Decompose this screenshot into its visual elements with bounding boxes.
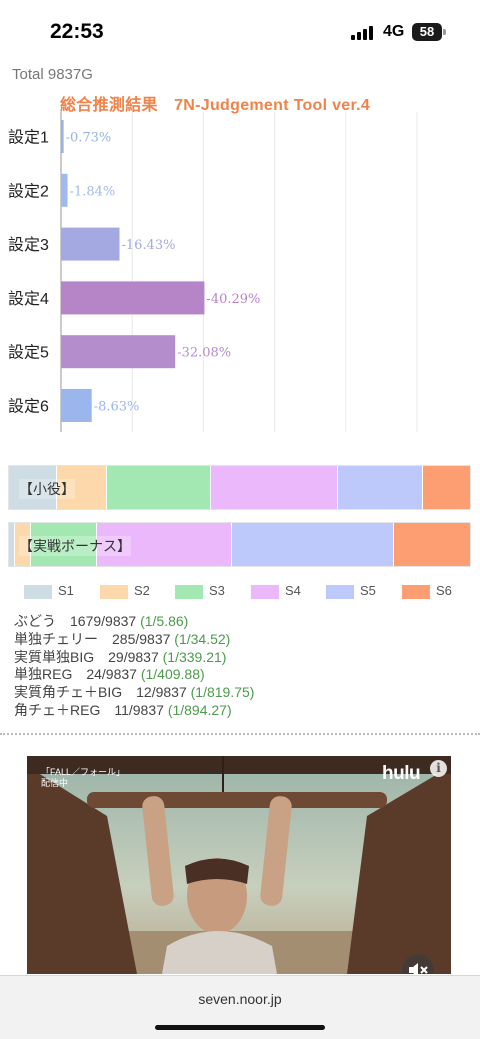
stack-segment-s2 — [56, 466, 106, 509]
legend-label: S4 — [285, 583, 301, 598]
stack-segment-s6 — [392, 523, 470, 566]
legend-label: S5 — [360, 583, 376, 598]
url-bar[interactable]: seven.noor.jp — [198, 991, 282, 1007]
stat-ratio: (1/894.27) — [167, 701, 232, 718]
browser-bottom-bar: seven.noor.jp — [0, 975, 480, 1039]
stat-ratio: (1/34.52) — [174, 630, 231, 647]
legend: S1 S2 S3 S4 S5 S6 — [24, 583, 464, 601]
stat-count: 24/9837 — [86, 666, 137, 683]
battery-icon: 58 — [412, 23, 446, 41]
status-time: 22:53 — [50, 20, 104, 43]
stack-segment-s4 — [96, 523, 231, 566]
stat-ratio: (1/5.86) — [140, 613, 189, 629]
chart-title: 総合推測結果 7N-Judgement Tool ver.4 — [60, 97, 371, 114]
stacked-bar-koyaku: 【小役】 — [8, 465, 471, 510]
bar-value-label: -0.73% — [66, 131, 112, 146]
ad-caption-title: 「FALL／フォール」 — [41, 767, 126, 777]
bar-value-label: -1.84% — [70, 184, 116, 199]
status-bar: 22:53 4G 58 — [0, 0, 480, 62]
stat-count: 285/9837 — [112, 630, 171, 647]
home-indicator[interactable] — [155, 1025, 325, 1030]
stat-name: 単独チェリー — [14, 630, 98, 647]
legend-swatch — [326, 585, 354, 599]
hulu-logo: hulu — [382, 763, 421, 784]
bar-6 — [61, 389, 92, 422]
ad-caption: 「FALL／フォール」 配信中 — [41, 767, 125, 789]
category-label: 設定4 — [8, 290, 49, 308]
flag-count-stats: ぶどう 1679/9837 (1/5.86) 単独チェリー 285/9837 (… — [14, 613, 474, 720]
stack-segment-s1 — [9, 523, 15, 566]
bar-1 — [61, 120, 64, 153]
bar-value-label: -40.29% — [206, 292, 260, 307]
category-label: 設定3 — [8, 236, 49, 254]
stat-row: 単独REG 24/9837 (1/409.88) — [14, 666, 474, 684]
stat-row: ぶどう 1679/9837 (1/5.86) — [14, 613, 474, 631]
stack-segment-s5 — [336, 466, 422, 509]
stat-row: 単独チェリー 285/9837 (1/34.52) — [14, 631, 474, 649]
legend-swatch — [175, 585, 203, 599]
stat-ratio: (1/339.21) — [162, 648, 227, 665]
category-label: 設定5 — [8, 344, 49, 362]
stat-ratio: (1/409.88) — [140, 666, 205, 683]
bar-4 — [61, 281, 205, 315]
stat-count: 29/9837 — [108, 648, 159, 665]
stat-count: 11/9837 — [114, 701, 164, 718]
video-ad[interactable]: 「FALL／フォール」 配信中 hulu i — [27, 756, 451, 974]
legend-swatch — [251, 585, 279, 599]
stack-segment-s3 — [105, 466, 210, 509]
bar-2 — [61, 173, 68, 207]
stat-count: 1679/9837 — [70, 613, 137, 629]
legend-label: S6 — [436, 583, 452, 598]
dotted-divider — [0, 733, 480, 735]
total-games: Total 9837G — [12, 66, 93, 83]
setting-probability-bar-chart: 設定1 -0.73% 設定2 -1.84% 設定3 -16.43% 設定4 -40.29% 設定… — [8, 112, 418, 432]
legend-label: S2 — [134, 583, 150, 598]
category-label: 設定2 — [8, 182, 49, 200]
stack-segment-s6 — [421, 466, 470, 509]
legend-label: S1 — [58, 583, 74, 598]
stack-segment-s4 — [209, 466, 337, 509]
stacked-bar-label: 【小役】 — [19, 479, 75, 499]
stat-ratio: (1/819.75) — [190, 684, 255, 701]
ad-caption-subtitle: 配信中 — [41, 778, 69, 788]
legend-swatch — [24, 585, 52, 599]
stack-segment-s2 — [14, 523, 31, 566]
info-icon[interactable]: i — [430, 760, 447, 777]
category-label: 設定1 — [8, 129, 49, 147]
stat-name: ぶどう — [14, 613, 56, 629]
network-type: 4G — [383, 23, 405, 40]
ad-video-frame — [27, 756, 451, 974]
legend-swatch — [402, 585, 430, 599]
bar-5 — [61, 335, 176, 369]
stack-segment-s5 — [230, 523, 393, 566]
stat-row: 実質単独BIG 29/9837 (1/339.21) — [14, 649, 474, 667]
stat-name: 実質単独BIG — [14, 648, 95, 665]
stack-segment-s1 — [9, 466, 57, 509]
stat-name: 単独REG — [14, 666, 73, 683]
stack-segment-s3 — [30, 523, 97, 566]
bar-value-label: -16.43% — [121, 238, 175, 253]
bar-value-label: -32.08% — [177, 346, 231, 361]
stat-row: 角チェ＋REG 11/9837 (1/894.27) — [14, 702, 474, 720]
stacked-bar-label: 【実戦ボーナス】 — [19, 536, 131, 556]
cellular-signal-icon — [351, 26, 375, 40]
speaker-muted-icon[interactable] — [402, 954, 434, 974]
stacked-bar-bonus: 【実戦ボーナス】 — [8, 522, 471, 567]
battery-level: 58 — [412, 23, 442, 41]
stat-name: 角チェ＋REG — [14, 701, 101, 718]
stat-count: 12/9837 — [136, 684, 187, 701]
bar-3 — [61, 227, 120, 261]
legend-label: S3 — [209, 583, 225, 598]
bar-value-label: -8.63% — [94, 400, 140, 415]
stat-name: 実質角チェ＋BIG — [14, 684, 123, 701]
category-label: 設定6 — [8, 398, 49, 416]
legend-swatch — [100, 585, 128, 599]
stat-row: 実質角チェ＋BIG 12/9837 (1/819.75) — [14, 684, 474, 702]
